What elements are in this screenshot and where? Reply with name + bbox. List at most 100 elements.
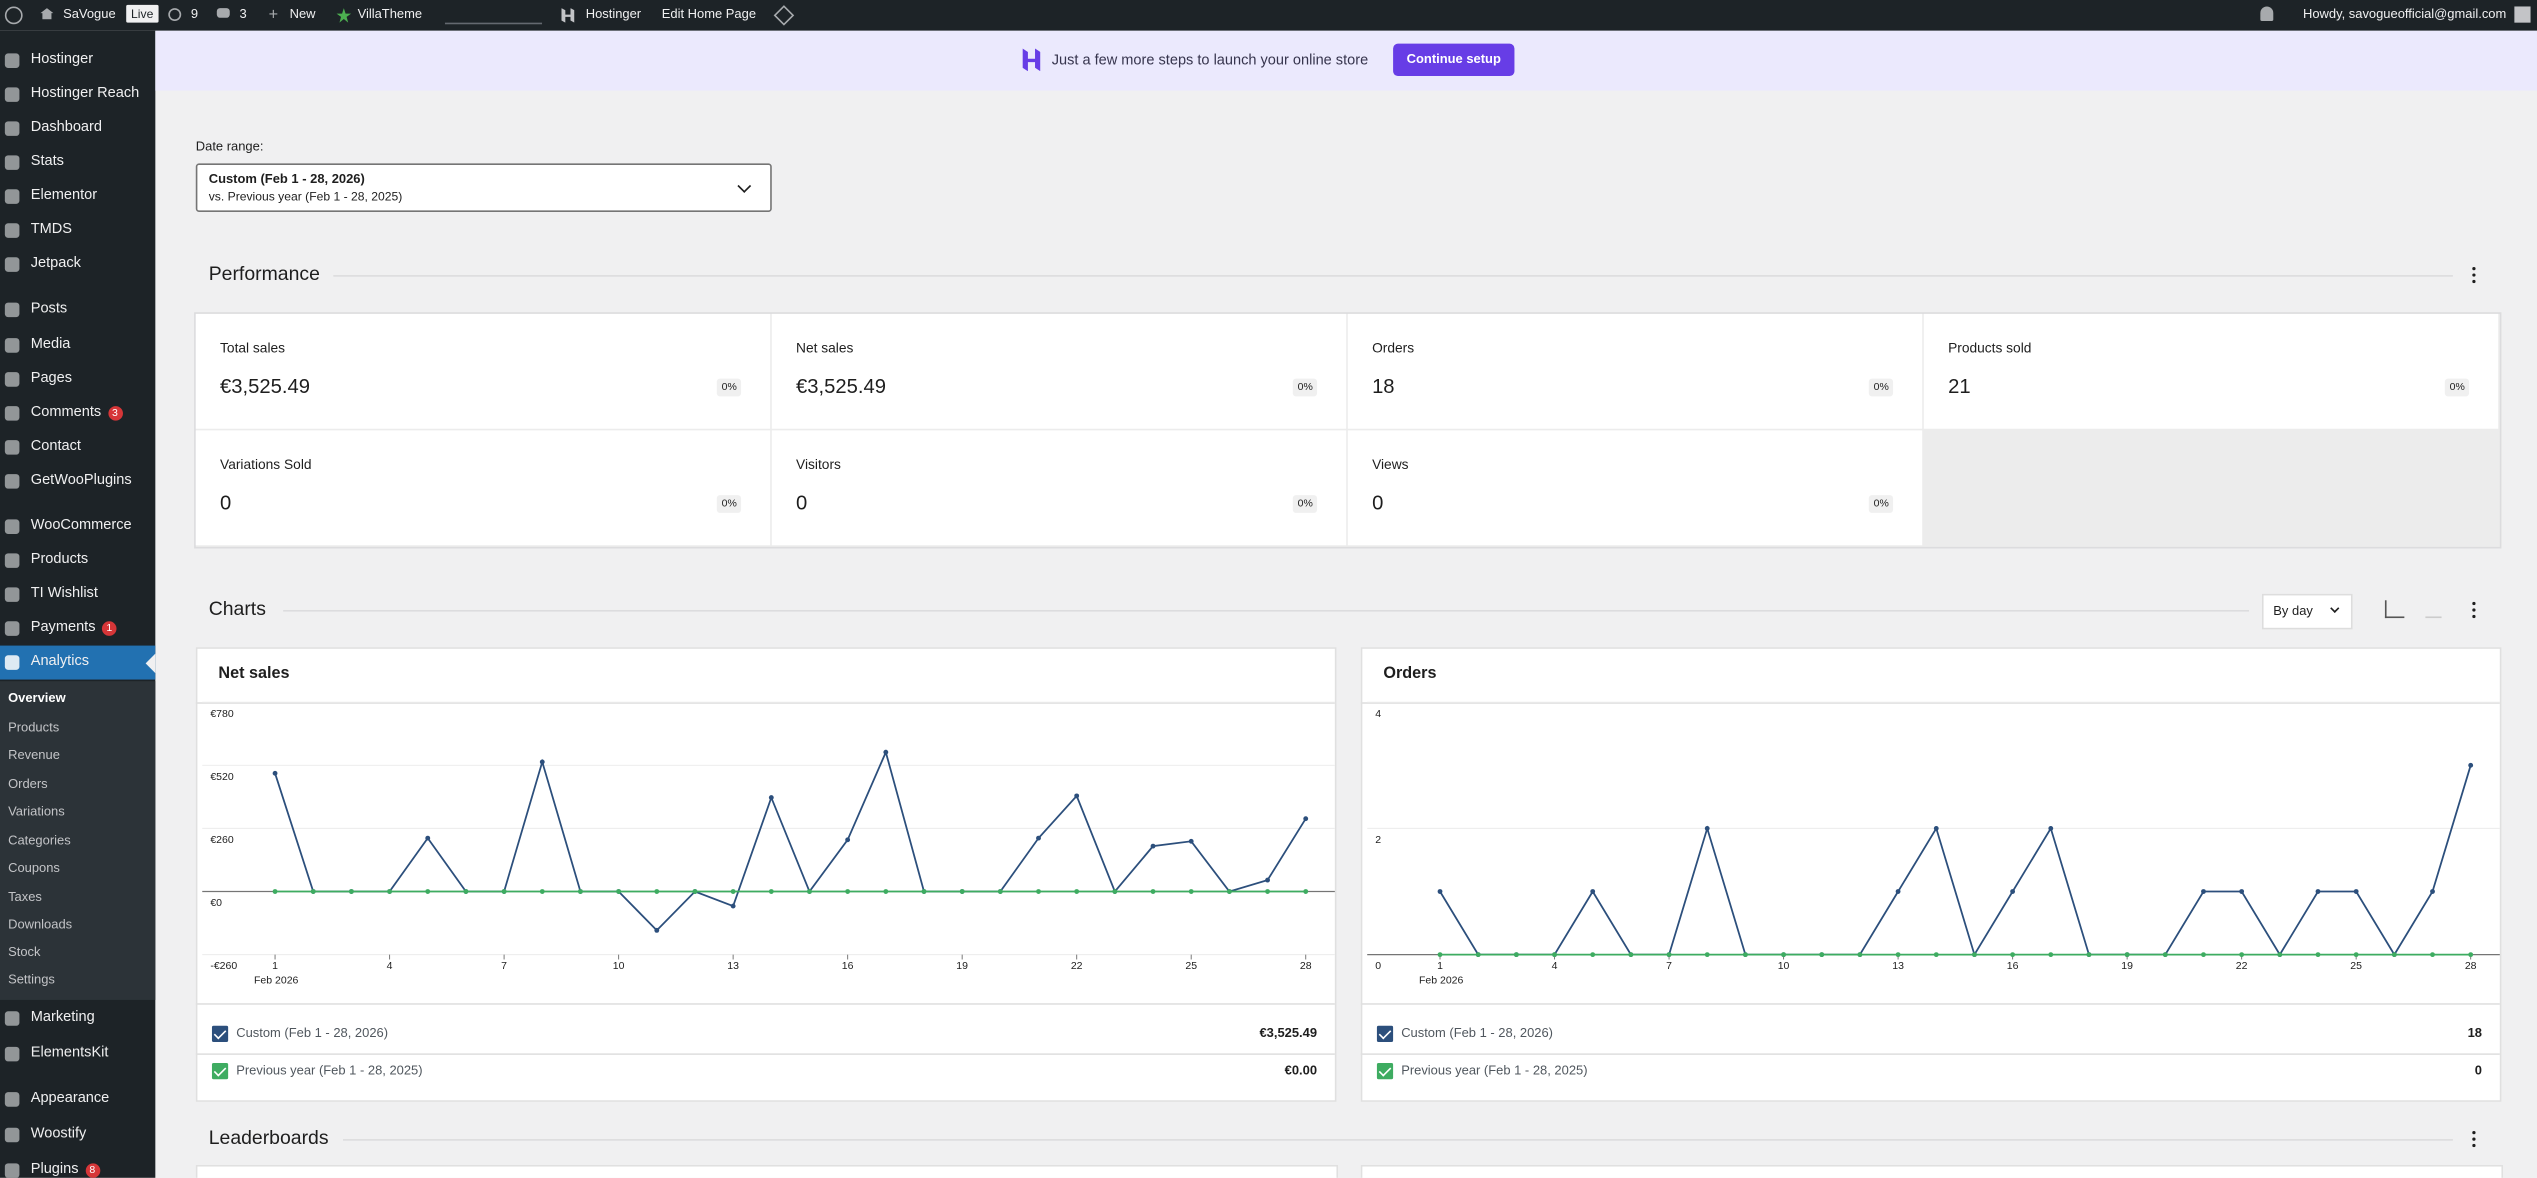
menu-item[interactable]: ElementsKit (30, 1043, 109, 1060)
menu-item[interactable]: Hostinger Reach (30, 84, 140, 101)
menu-item[interactable]: Comments (30, 402, 102, 420)
submenu-item[interactable]: Variations (8, 804, 65, 819)
menu-item[interactable]: Appearance (30, 1088, 110, 1106)
more-menu[interactable] (2472, 266, 2476, 271)
menu-item[interactable]: Pages (30, 368, 73, 386)
data-point (2162, 952, 2168, 958)
data-point (272, 770, 278, 776)
divider (1360, 1053, 2500, 1055)
submenu-item[interactable]: Coupons (8, 860, 60, 876)
legend-checkbox[interactable] (1376, 1025, 1394, 1042)
x-axis-sublabel: Feb 2026 (1419, 975, 1464, 987)
admin-bar-item[interactable]: Live (126, 4, 159, 23)
menu-item[interactable]: Posts (30, 299, 68, 316)
admin-bar-item[interactable]: Howdy, savogueofficial@gmail.com (2302, 6, 2507, 22)
divider (343, 1139, 2453, 1141)
legend-checkbox[interactable] (211, 1063, 229, 1080)
menu-item[interactable]: Contact (30, 436, 81, 454)
submenu-item[interactable]: Settings (8, 972, 55, 987)
menu-item[interactable]: Jetpack (30, 254, 81, 271)
menu-item[interactable]: WooCommerce (30, 516, 132, 533)
metric-card[interactable] (195, 313, 771, 429)
interval-select[interactable] (2261, 593, 2353, 630)
menu-item[interactable]: Analytics (30, 652, 90, 669)
y-tick-label: 4 (1375, 708, 1381, 720)
admin-bar-item[interactable]: New (289, 6, 316, 22)
menu-item[interactable]: Hostinger (30, 50, 94, 67)
menu-item[interactable]: TMDS (30, 220, 73, 237)
metric-card[interactable] (1347, 430, 1923, 546)
line-chart-icon[interactable] (2384, 600, 2405, 619)
banner-text: Just a few more steps to launch your onl… (1051, 51, 1369, 68)
legend-label[interactable]: Previous year (Feb 1 - 28, 2025) (1401, 1063, 1588, 1078)
data-point (2201, 889, 2206, 894)
metric-value: €3,525.49 (796, 375, 887, 399)
metric-card[interactable] (1347, 313, 1923, 429)
submenu-item[interactable]: Stock (8, 944, 41, 960)
menu-item[interactable]: Marketing (30, 1008, 95, 1025)
avatar[interactable] (2514, 6, 2531, 23)
data-point (1112, 889, 1118, 894)
continue-setup-button[interactable]: Continue setup (1393, 43, 1515, 77)
menu-badge: 8 (84, 1163, 100, 1178)
section-title: Charts (208, 597, 266, 620)
data-point (1781, 952, 1787, 958)
admin-bar-item[interactable]: 9 (190, 6, 199, 22)
more-menu[interactable] (2472, 1130, 2476, 1135)
admin-bar-item[interactable]: SaVogue (63, 6, 116, 22)
data-point (463, 889, 469, 894)
legend-checkbox[interactable] (211, 1025, 229, 1042)
home-icon (40, 8, 54, 20)
sparkline (444, 10, 543, 25)
wp-logo[interactable] (4, 6, 23, 25)
metric-card[interactable] (195, 430, 771, 546)
menu-icon (4, 553, 20, 568)
metric-label: Views (1372, 456, 1409, 473)
metric-value: 0 (1372, 491, 1384, 515)
legend-label[interactable]: Custom (Feb 1 - 28, 2026) (236, 1025, 389, 1041)
submenu-item[interactable]: Products (8, 720, 60, 735)
metric-value: €3,525.49 (220, 375, 311, 399)
data-point (539, 759, 545, 765)
menu-item[interactable]: Elementor (30, 186, 98, 203)
metric-change: 0% (716, 378, 742, 397)
bar-chart-icon[interactable] (2425, 600, 2442, 619)
metric-card[interactable] (771, 313, 1347, 429)
legend-checkbox[interactable] (1376, 1063, 1394, 1080)
y-tick-label: 2 (1375, 834, 1381, 846)
menu-icon (4, 223, 20, 238)
legend-total: €0.00 (1284, 1063, 1318, 1078)
menu-item[interactable]: GetWooPlugins (30, 470, 132, 488)
date-range-select[interactable] (195, 163, 772, 212)
menu-item[interactable]: Stats (30, 152, 64, 169)
chart-panel (195, 647, 1337, 1102)
submenu-item[interactable]: Overview (8, 690, 66, 706)
metric-card[interactable] (1923, 313, 2499, 429)
menu-item[interactable]: Media (30, 334, 71, 352)
legend-label[interactable]: Custom (Feb 1 - 28, 2026) (1401, 1025, 1554, 1041)
admin-bar-item[interactable]: Hostinger (585, 6, 642, 22)
submenu-item[interactable]: Categories (8, 833, 71, 848)
data-point (616, 889, 622, 894)
menu-item[interactable]: TI Wishlist (30, 584, 98, 601)
menu-item[interactable]: Payments (30, 618, 96, 635)
admin-bar-item[interactable]: 3 (239, 6, 247, 22)
menu-item[interactable]: Woostify (30, 1124, 87, 1141)
more-menu[interactable] (2472, 601, 2476, 606)
submenu-item[interactable]: Orders (8, 776, 48, 792)
data-point (1628, 952, 1634, 958)
menu-item[interactable]: Plugins (30, 1160, 79, 1177)
bell-icon[interactable] (2260, 6, 2274, 22)
submenu-item[interactable]: Taxes (8, 889, 42, 905)
menu-item[interactable]: Dashboard (30, 118, 102, 135)
legend-label[interactable]: Previous year (Feb 1 - 28, 2025) (236, 1063, 423, 1078)
menu-item[interactable]: Products (30, 550, 89, 567)
admin-bar-item[interactable]: Edit Home Page (661, 6, 757, 22)
submenu-item[interactable]: Revenue (8, 747, 60, 763)
submenu-item[interactable]: Downloads (8, 917, 73, 932)
x-tick-label: 13 (727, 960, 739, 972)
data-point (539, 889, 545, 894)
metric-card[interactable] (771, 430, 1347, 546)
admin-bar-item[interactable]: VillaTheme (357, 6, 423, 22)
x-tick-label: 10 (1778, 960, 1790, 972)
